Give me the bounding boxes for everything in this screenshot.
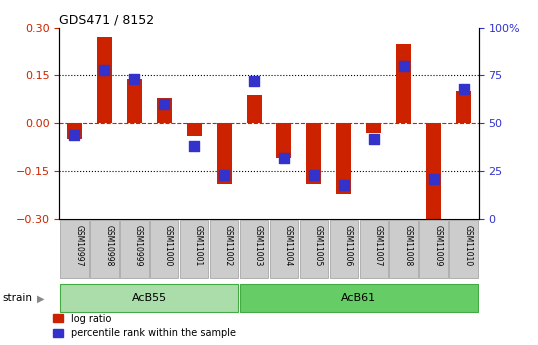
Text: GDS471 / 8152: GDS471 / 8152 xyxy=(59,13,154,27)
FancyBboxPatch shape xyxy=(330,220,358,278)
FancyBboxPatch shape xyxy=(150,220,179,278)
FancyBboxPatch shape xyxy=(120,220,148,278)
Point xyxy=(100,67,109,72)
Bar xyxy=(397,43,412,123)
Point xyxy=(70,132,79,138)
Bar xyxy=(126,79,141,123)
Point xyxy=(130,77,138,82)
Text: GSM11010: GSM11010 xyxy=(464,225,473,266)
FancyBboxPatch shape xyxy=(300,220,328,278)
Bar xyxy=(456,91,471,123)
Point xyxy=(339,182,348,187)
FancyBboxPatch shape xyxy=(60,284,238,313)
Point xyxy=(459,86,468,92)
Point xyxy=(310,172,318,178)
Point xyxy=(190,144,199,149)
Point xyxy=(220,172,228,178)
Text: GSM11008: GSM11008 xyxy=(404,225,413,266)
FancyBboxPatch shape xyxy=(90,220,118,278)
Bar xyxy=(216,123,231,184)
Text: GSM11007: GSM11007 xyxy=(374,225,383,266)
Bar xyxy=(97,37,111,123)
Text: AcB61: AcB61 xyxy=(341,293,377,303)
Bar xyxy=(336,123,351,194)
Bar xyxy=(426,123,441,219)
FancyBboxPatch shape xyxy=(359,220,388,278)
FancyBboxPatch shape xyxy=(270,220,299,278)
Text: GSM11003: GSM11003 xyxy=(254,225,263,266)
Text: GSM10997: GSM10997 xyxy=(74,225,83,267)
Text: GSM11002: GSM11002 xyxy=(224,225,233,266)
Point xyxy=(250,78,258,84)
FancyBboxPatch shape xyxy=(239,220,268,278)
FancyBboxPatch shape xyxy=(420,220,448,278)
Point xyxy=(370,136,378,141)
Point xyxy=(429,176,438,181)
Point xyxy=(160,101,168,107)
Text: GSM10999: GSM10999 xyxy=(134,225,143,267)
Point xyxy=(400,63,408,69)
Bar xyxy=(157,98,172,123)
FancyBboxPatch shape xyxy=(60,220,89,278)
Bar xyxy=(187,123,202,136)
Text: GSM11006: GSM11006 xyxy=(344,225,353,266)
Text: GSM10998: GSM10998 xyxy=(104,225,113,266)
Text: strain: strain xyxy=(3,294,33,303)
Bar xyxy=(246,95,261,123)
Text: GSM11005: GSM11005 xyxy=(314,225,323,266)
FancyBboxPatch shape xyxy=(210,220,238,278)
Text: ▶: ▶ xyxy=(37,294,44,303)
Point xyxy=(280,155,288,160)
FancyBboxPatch shape xyxy=(239,284,478,313)
Bar xyxy=(307,123,321,184)
Text: AcB55: AcB55 xyxy=(131,293,167,303)
FancyBboxPatch shape xyxy=(180,220,208,278)
Text: GSM11009: GSM11009 xyxy=(434,225,443,266)
FancyBboxPatch shape xyxy=(449,220,478,278)
Bar xyxy=(366,123,381,133)
Text: GSM11000: GSM11000 xyxy=(164,225,173,266)
Legend: log ratio, percentile rank within the sample: log ratio, percentile rank within the sa… xyxy=(53,314,236,338)
Bar xyxy=(277,123,292,158)
FancyBboxPatch shape xyxy=(390,220,418,278)
Text: GSM11004: GSM11004 xyxy=(284,225,293,266)
Text: GSM11001: GSM11001 xyxy=(194,225,203,266)
Bar xyxy=(67,123,82,139)
